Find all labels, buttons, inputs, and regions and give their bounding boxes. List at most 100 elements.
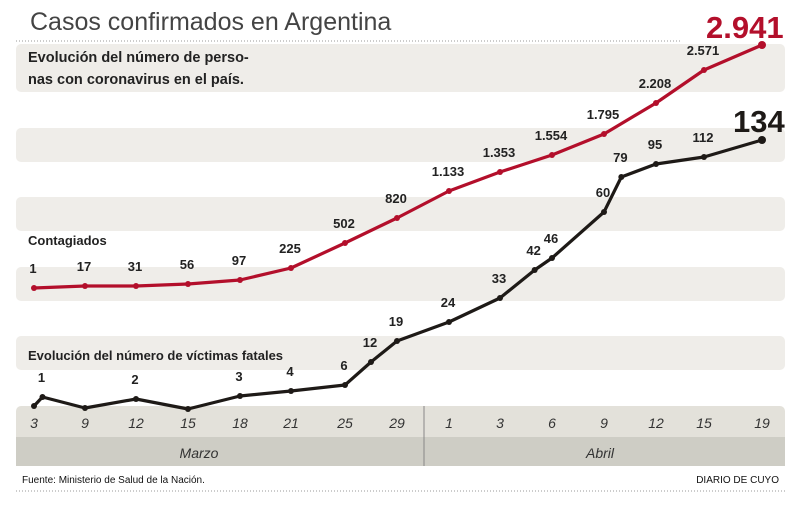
victimas-point: [82, 405, 88, 411]
victimas-point: [497, 295, 503, 301]
x-axis-ticks: 3 9 12 15 18 21 25 29 1 3 6 9 12 15 19: [30, 415, 770, 431]
contagiados-point: [601, 131, 607, 137]
victimas-point: [549, 255, 555, 261]
contagiados-point: [701, 67, 707, 73]
victimas-point: [368, 359, 374, 365]
x-tick-label: 15: [180, 415, 196, 431]
contagiados-data-label: 1.133: [432, 164, 465, 179]
contagiados-point: [288, 265, 294, 271]
month-labels: Marzo Abril: [180, 445, 615, 461]
victimas-data-label: 1: [38, 370, 45, 385]
victimas-data-label: 4: [286, 364, 294, 379]
month-label: Abril: [585, 445, 615, 461]
contagiados-label: Contagiados: [28, 233, 107, 248]
victimas-data-label: 6: [340, 358, 347, 373]
contagiados-point: [82, 283, 88, 289]
chart-title: Casos confirmados en Argentina: [30, 8, 391, 36]
victimas-data-label: 79: [613, 150, 627, 165]
victimas-point: [342, 382, 348, 388]
subtitle-line-2: nas con coronavirus en el país.: [28, 72, 244, 88]
victimas-data-label: 3: [235, 369, 242, 384]
contagiados-data-label: 502: [333, 216, 355, 231]
contagiados-point: [446, 188, 452, 194]
series-victimas: [31, 136, 766, 412]
contagiados-data-label: 31: [128, 259, 142, 274]
victimas-point: [133, 396, 139, 402]
victimas-point: [758, 136, 766, 144]
contagiados-data-label: 1: [29, 261, 36, 276]
background-bands: [16, 44, 785, 466]
x-tick-label: 12: [648, 415, 664, 431]
final-deaths-value: 134: [733, 104, 785, 139]
x-tick-label: 25: [336, 415, 353, 431]
victimas-label: Evolución del número de víctimas fatales: [28, 348, 283, 363]
x-tick-label: 18: [232, 415, 248, 431]
victimas-point: [394, 338, 400, 344]
data-labels: 1 17 31 56 972255028201.1331.3531.5541.7952.…: [29, 43, 719, 387]
contagiados-point: [653, 100, 659, 106]
victimas-data-label: 60: [596, 185, 610, 200]
x-tick-label: 3: [496, 415, 504, 431]
victimas-point: [237, 393, 243, 399]
victimas-point: [618, 174, 625, 180]
month-label: Marzo: [180, 445, 219, 461]
victimas-point: [31, 403, 37, 409]
x-tick-label: 15: [696, 415, 712, 431]
x-tick-label: 6: [548, 415, 556, 431]
source-note: Fuente: Ministerio de Salud de la Nación…: [22, 475, 205, 486]
victimas-point: [653, 161, 659, 167]
brand-name: DIARIO DE CUYO: [696, 475, 779, 486]
series-contagiados: [31, 41, 766, 291]
month-band-corner: [16, 437, 785, 442]
contagiados-point: [394, 215, 400, 221]
band: [16, 128, 785, 162]
contagiados-data-label: 17: [77, 259, 91, 274]
victimas-data-label: 19: [389, 314, 403, 329]
contagiados-data-label: 2.208: [639, 76, 672, 91]
contagiados-data-label: 56: [180, 257, 194, 272]
contagiados-point: [185, 281, 191, 287]
contagiados-data-label: 2.571: [687, 43, 720, 58]
victimas-point: [701, 154, 707, 160]
x-tick-label: 1: [445, 415, 453, 431]
victimas-point: [288, 388, 294, 394]
contagiados-point: [133, 283, 139, 289]
contagiados-data-label: 1.795: [587, 107, 620, 122]
contagiados-point: [497, 169, 503, 175]
x-tick-label: 9: [600, 415, 608, 431]
contagiados-point: [31, 285, 37, 291]
x-tick-label: 19: [754, 415, 770, 431]
contagiados-point: [549, 152, 555, 158]
x-tick-label: 21: [282, 415, 299, 431]
contagiados-data-label: 820: [385, 191, 407, 206]
victimas-data-label: 46: [544, 231, 558, 246]
victimas-data-label: 2: [131, 372, 138, 387]
victimas-data-label: 42: [526, 243, 540, 258]
victimas-data-label: 33: [492, 271, 506, 286]
contagiados-point: [758, 41, 766, 49]
victimas-data-label: 112: [693, 130, 714, 145]
contagiados-data-label: 225: [279, 241, 301, 256]
contagiados-point: [342, 240, 348, 246]
victimas-point: [531, 267, 538, 273]
x-tick-label: 3: [30, 415, 38, 431]
band: [16, 44, 785, 92]
contagiados-data-label: 1.353: [483, 145, 516, 160]
victimas-point: [446, 319, 452, 325]
victimas-point: [39, 394, 46, 400]
x-tick-label: 12: [128, 415, 144, 431]
subtitle-line-1: Evolución del número de perso-: [28, 50, 249, 66]
final-cases-value: 2.941: [706, 10, 784, 45]
victimas-point: [185, 406, 191, 412]
victimas-data-label: 24: [441, 295, 456, 310]
contagiados-data-label: 97: [232, 253, 246, 268]
x-tick-label: 29: [388, 415, 405, 431]
victimas-point: [601, 209, 607, 215]
contagiados-point: [237, 277, 243, 283]
x-tick-label: 9: [81, 415, 89, 431]
victimas-data-label: 95: [648, 137, 662, 152]
victimas-data-label: 12: [363, 335, 377, 350]
band: [16, 336, 785, 370]
contagiados-data-label: 1.554: [535, 128, 568, 143]
